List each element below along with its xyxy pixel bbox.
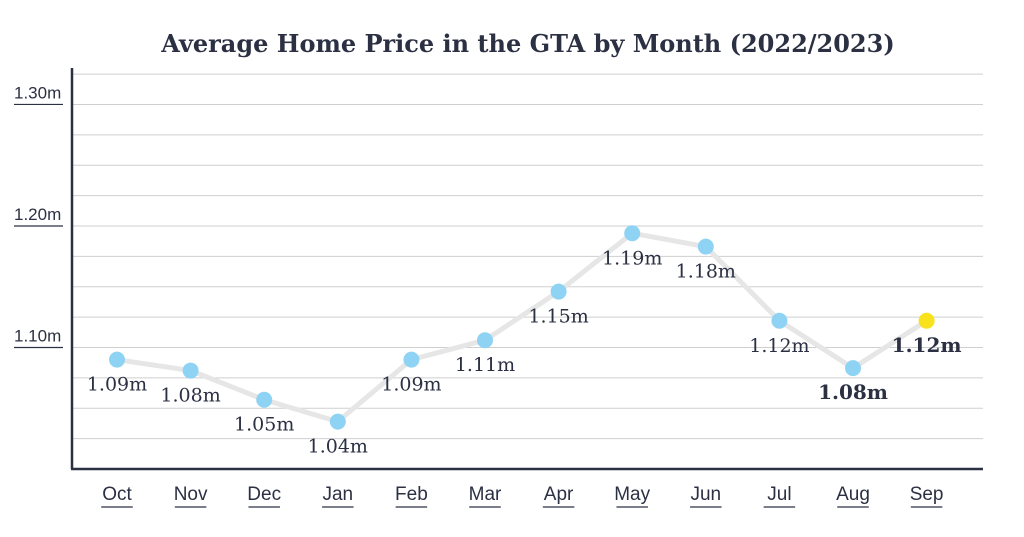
data-labels: 1.09m 1.08m 1.05m 1.04m 1.09m 1.11m 1.15m 1.19m… <box>87 247 962 457</box>
data-label: 1.19m <box>602 247 662 269</box>
x-tick-label: Aug <box>836 484 870 505</box>
x-tick-label: Sep <box>910 484 944 505</box>
data-point <box>329 413 346 430</box>
highlight-data-point <box>918 312 935 329</box>
data-point <box>256 391 273 408</box>
y-tick-label: 1.20m <box>14 205 61 224</box>
data-points <box>109 225 935 430</box>
chart-title: Average Home Price in the GTA by Month (… <box>160 29 894 58</box>
data-point <box>771 312 788 329</box>
x-tick-label: Jun <box>690 484 721 505</box>
x-tick-label: Apr <box>544 484 574 505</box>
y-axis-ticks: 1.10m 1.20m 1.30m <box>14 83 63 349</box>
data-label: 1.05m <box>234 414 294 436</box>
data-label: 1.18m <box>676 261 736 283</box>
x-tick-label: May <box>614 484 650 505</box>
data-label: 1.11m <box>455 354 515 376</box>
x-tick-label: Oct <box>102 484 132 505</box>
x-tick-label: Mar <box>469 484 502 505</box>
series-line-group <box>114 230 930 425</box>
x-tick-label: Jul <box>767 484 791 505</box>
data-point <box>403 351 420 368</box>
data-label: 1.08m <box>818 380 888 404</box>
x-tick-label: Dec <box>247 484 281 505</box>
data-label: 1.09m <box>87 374 147 396</box>
y-tick-label: 1.10m <box>14 326 61 345</box>
data-point <box>624 225 641 242</box>
data-label: 1.08m <box>160 385 220 407</box>
x-tick-label: Jan <box>322 484 353 505</box>
data-label: 1.09m <box>381 374 441 396</box>
x-tick-label: Feb <box>395 484 428 505</box>
data-point <box>550 283 567 300</box>
grid-lines <box>72 73 983 440</box>
data-label: 1.12m <box>749 335 809 357</box>
data-point <box>182 362 199 379</box>
data-point <box>109 351 125 368</box>
data-point <box>477 332 493 349</box>
data-label: 1.12m <box>892 333 962 357</box>
data-point <box>697 238 714 255</box>
x-axis-ticks: Oct Nov Dec Jan Feb Mar Apr May Jun Jul Aug Sep <box>101 484 944 508</box>
series-line <box>114 230 930 425</box>
axes <box>70 68 983 471</box>
data-label: 1.15m <box>528 306 588 328</box>
y-tick-label: 1.30m <box>14 83 61 102</box>
data-label: 1.04m <box>308 436 368 458</box>
data-point <box>845 360 861 377</box>
x-tick-label: Nov <box>174 484 208 505</box>
